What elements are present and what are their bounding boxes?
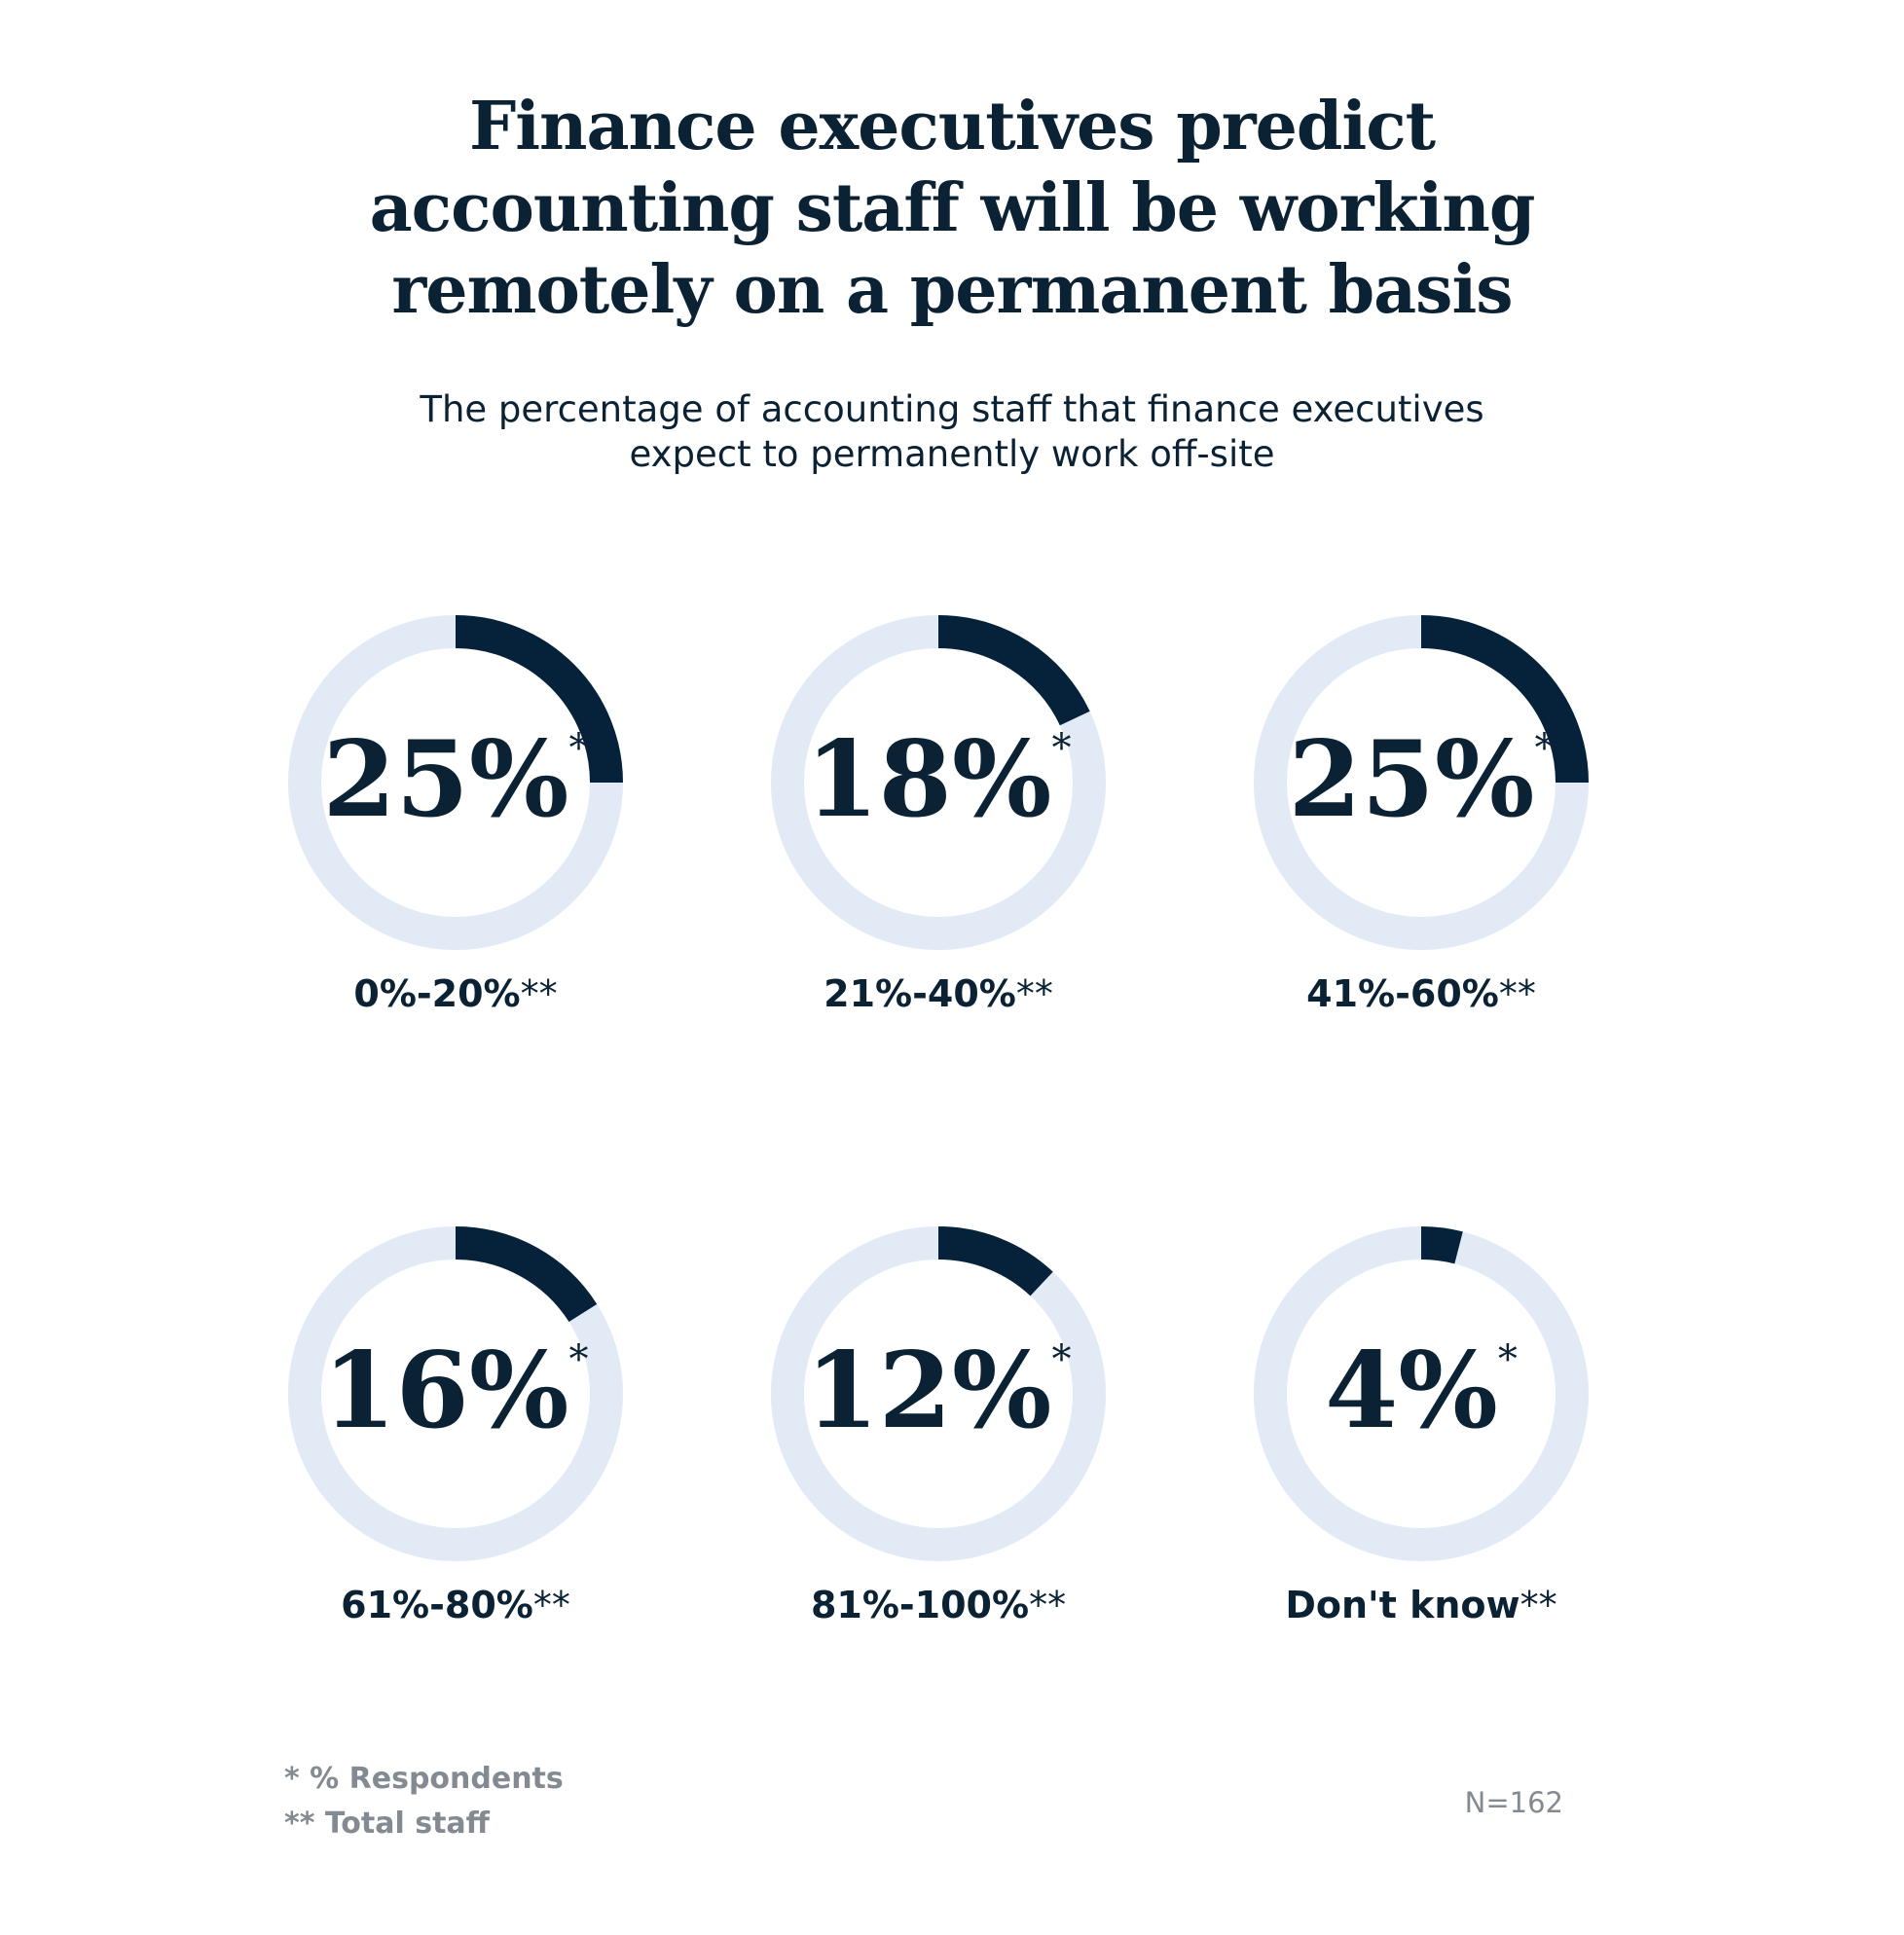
footnote-respondents: * % Respondents <box>284 1762 564 1796</box>
donut-4: 16%* 61%-80%** <box>288 1226 623 1626</box>
donut-label: 81%-100%** <box>811 1584 1066 1626</box>
donut-value: 25%* <box>1289 718 1555 841</box>
donut-arc <box>937 1226 1053 1296</box>
donut-6: 4%* Don't know** <box>1254 1226 1589 1626</box>
chart-title-line-1: Finance executives predict <box>468 88 1436 165</box>
donut-arc <box>1420 1226 1463 1264</box>
chart-subtitle-line-1: The percentage of accounting staff that … <box>420 388 1484 430</box>
sample-size: N=162 <box>1464 1786 1563 1819</box>
donut-arc <box>937 615 1090 726</box>
chart-title-line-2: accounting staff will be working <box>369 169 1536 247</box>
donut-arc <box>1420 615 1589 784</box>
donut-value: 18%* <box>806 718 1072 841</box>
donut-arc <box>455 615 623 784</box>
donut-value: 4%* <box>1325 1330 1518 1452</box>
chart-subtitle: The percentage of accounting staff that … <box>0 387 1904 477</box>
chart-title: Finance executives predict accounting st… <box>0 86 1904 331</box>
donut-label: 21%-40%** <box>824 972 1053 1015</box>
footnote-total-staff: ** Total staff <box>284 1807 490 1841</box>
donut-value: 25%* <box>323 718 589 841</box>
donut-2: 18%* 21%-40%** <box>771 615 1106 1015</box>
chart-subtitle-line-2: expect to permanently work off-site <box>629 433 1275 475</box>
donut-label: 61%-80%** <box>341 1584 570 1626</box>
chart-title-line-3: remotely on a permanent basis <box>391 251 1513 329</box>
donut-1: 25%* 0%-20%** <box>288 615 623 1015</box>
donut-arc <box>455 1226 598 1323</box>
donut-label: Don't know** <box>1285 1584 1556 1626</box>
donut-5: 12%* 81%-100%** <box>771 1226 1106 1626</box>
donut-label: 0%-20%** <box>353 972 557 1015</box>
donut-label: 41%-60%** <box>1306 972 1536 1015</box>
donut-value: 16%* <box>323 1330 589 1452</box>
donut-value: 12%* <box>806 1330 1072 1452</box>
donut-3: 25%* 41%-60%** <box>1254 615 1589 1015</box>
